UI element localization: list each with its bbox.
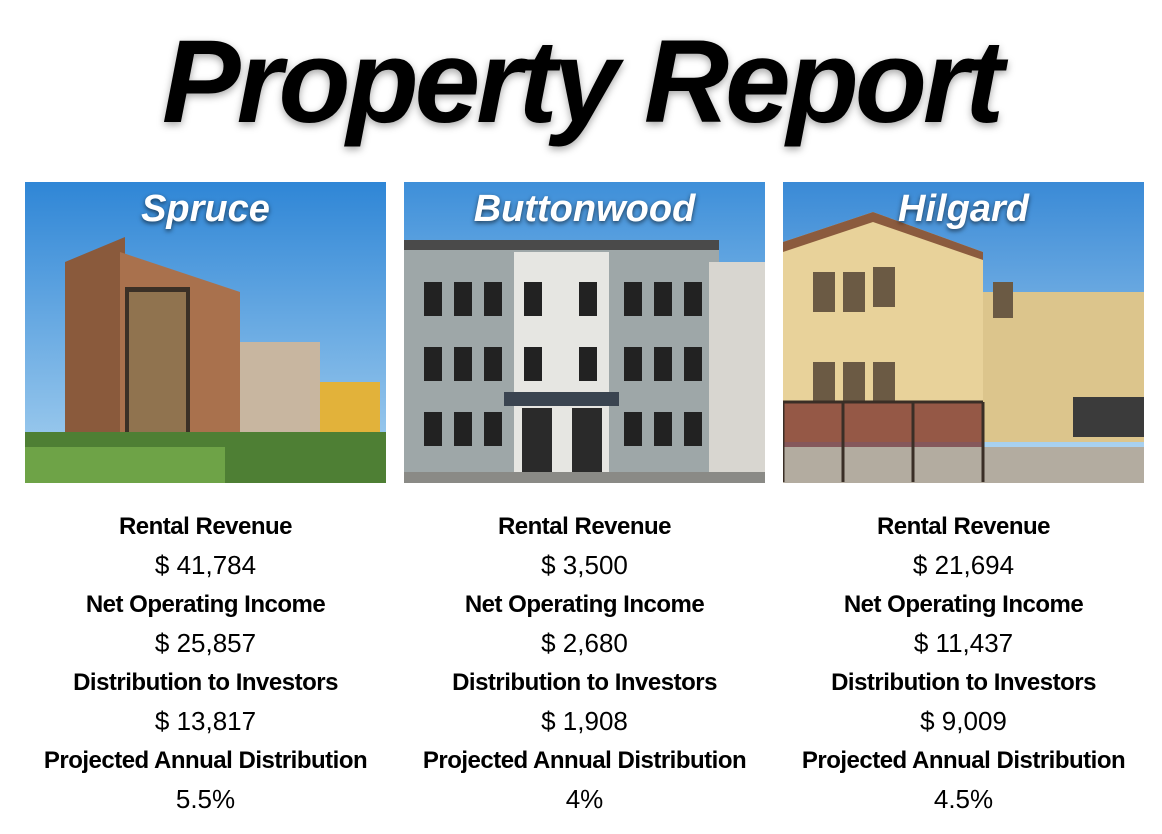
- metric-value: $ 13,817: [154, 706, 257, 736]
- property-card: Hilgard Rental Revenue $ 21,694 Net Operati…: [783, 182, 1144, 819]
- metric-value: $ 11,437: [913, 628, 1014, 658]
- metric-value: 4.5%: [933, 784, 994, 814]
- metric-value: $ 2,680: [541, 628, 628, 658]
- metric-label: Projected Annual Distribution: [801, 747, 1126, 774]
- property-photo: Hilgard: [783, 182, 1144, 483]
- metrics: Rental Revenue $ 3,500 Net Operating Incom…: [404, 507, 765, 819]
- metric-label: Rental Revenue: [876, 513, 1051, 540]
- metric-value: $ 9,009: [920, 706, 1007, 736]
- page-title: Property Report: [161, 16, 1004, 148]
- property-name: Spruce: [141, 188, 270, 230]
- metric-label: Distribution to Investors: [73, 669, 338, 696]
- property-name: Hilgard: [898, 188, 1029, 230]
- metric-value: 4%: [565, 784, 604, 814]
- metric-label: Rental Revenue: [497, 513, 672, 540]
- metric-label: Projected Annual Distribution: [422, 747, 747, 774]
- metric-label: Distribution to Investors: [831, 669, 1096, 696]
- property-name: Buttonwood: [473, 188, 696, 230]
- metric-label: Net Operating Income: [85, 591, 326, 618]
- property-card: Buttonwood Rental Revenue $ 3,500 Net Opera…: [404, 182, 765, 819]
- metrics: Rental Revenue $ 41,784 Net Operating Inco…: [25, 507, 386, 819]
- photo-illustration: [783, 182, 1144, 483]
- metric-label: Net Operating Income: [464, 591, 705, 618]
- metric-value: $ 25,857: [154, 628, 257, 658]
- metric-value: 5.5%: [175, 784, 236, 814]
- metric-value: $ 1,908: [541, 706, 628, 736]
- metric-value: $ 3,500: [541, 550, 628, 580]
- metric-label: Projected Annual Distribution: [43, 747, 368, 774]
- metric-label: Rental Revenue: [118, 513, 293, 540]
- metrics: Rental Revenue $ 21,694 Net Operating Inco…: [783, 507, 1144, 819]
- photo-illustration: [404, 182, 765, 483]
- photo-illustration: [25, 182, 386, 483]
- metric-label: Distribution to Investors: [452, 669, 717, 696]
- property-card: Spruce Rental Revenue $ 41,784 Net Operatin…: [25, 182, 386, 819]
- metric-value: $ 41,784: [154, 550, 257, 580]
- metric-value: $ 21,694: [912, 550, 1015, 580]
- metric-label: Net Operating Income: [843, 591, 1084, 618]
- property-photo: Buttonwood: [404, 182, 765, 483]
- property-photo: Spruce: [25, 182, 386, 483]
